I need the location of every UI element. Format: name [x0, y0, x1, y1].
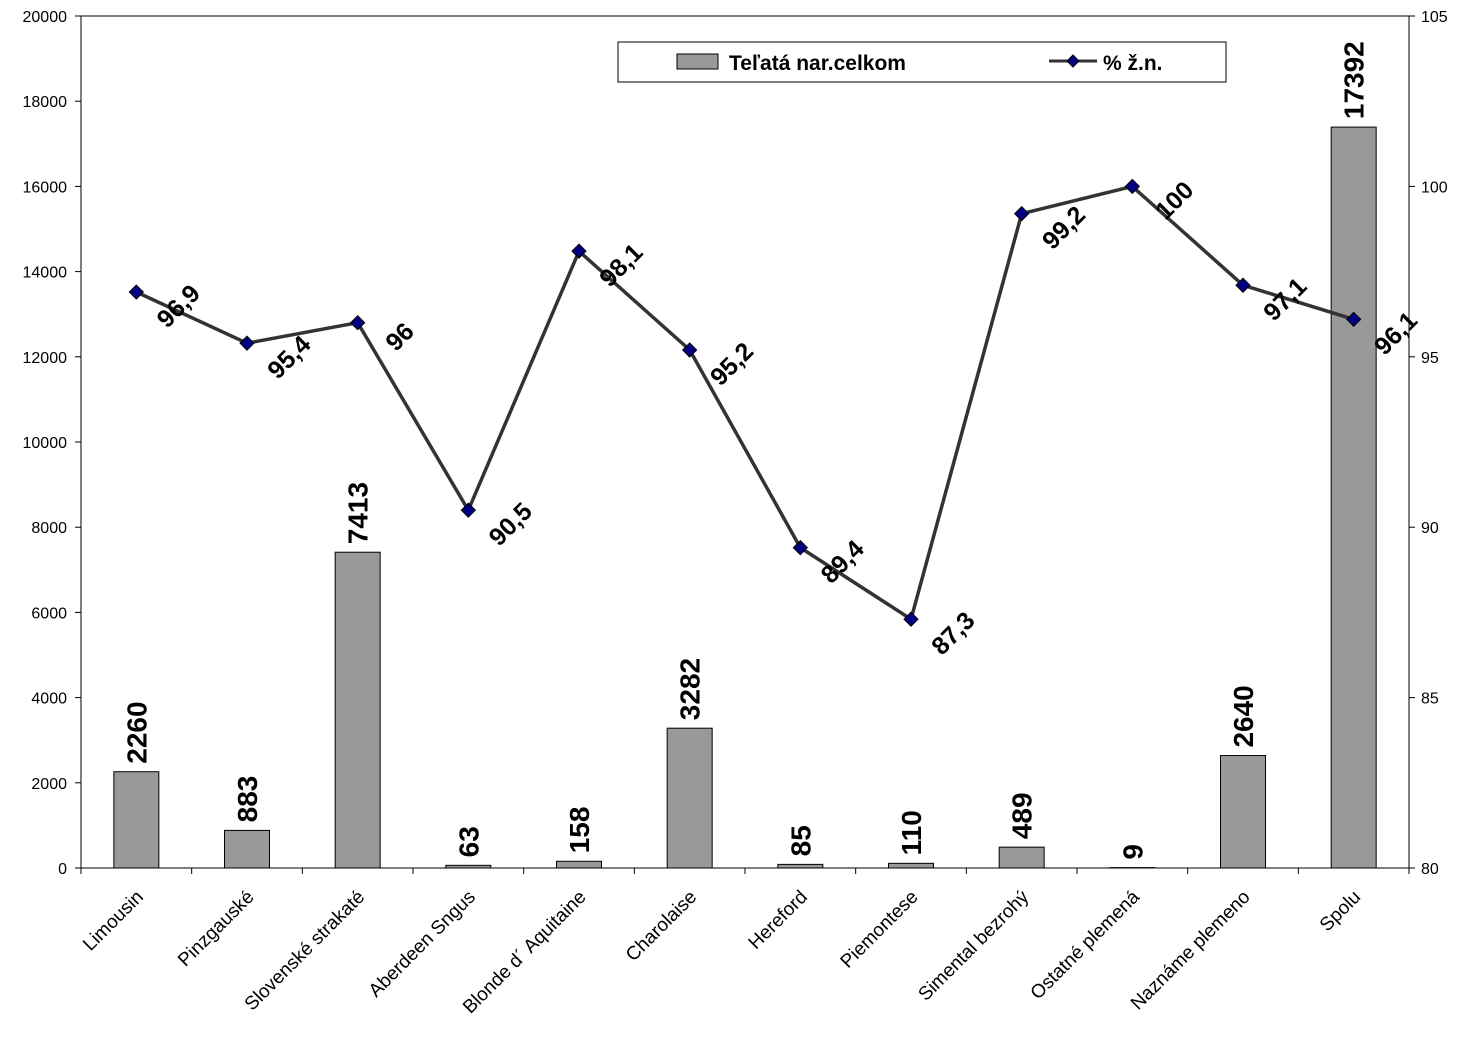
left-tick-label: 4000	[31, 691, 67, 708]
line-value-label: 96,9	[152, 279, 206, 333]
category-label: Blonde d´ Aquitaine	[459, 887, 590, 1018]
left-tick-label: 18000	[23, 94, 68, 111]
line-marker	[1235, 277, 1251, 293]
bar	[334, 551, 381, 869]
category-label: Hereford	[745, 887, 812, 954]
bar	[888, 862, 934, 869]
bar-value-label: 9	[1117, 844, 1148, 860]
left-tick-label: 20000	[23, 9, 68, 26]
left-tick-label: 12000	[23, 350, 68, 367]
legend-line-label: % ž.n.	[1103, 52, 1163, 75]
right-tick-label: 100	[1421, 179, 1448, 196]
bar-series	[113, 126, 1377, 869]
category-label: Pinzgauské	[174, 887, 258, 971]
bar-value-label: 7413	[343, 482, 374, 544]
line-marker	[792, 539, 809, 556]
left-tick-label: 2000	[31, 776, 67, 793]
bar-value-label: 2640	[1228, 685, 1259, 747]
line-marker	[903, 611, 919, 627]
data-labels: 2260 883 7413 63 158 3282 85 110 489 9 2640 17392 96…	[121, 41, 1423, 859]
bar	[666, 727, 713, 869]
category-label: Spolu	[1316, 887, 1365, 936]
left-tick-label: 0	[58, 861, 67, 878]
bar	[1330, 126, 1377, 869]
bar	[998, 846, 1045, 869]
category-label: Slovenské strakaté	[241, 887, 369, 1015]
category-label: Charolaise	[622, 887, 701, 966]
bar-value-label: 158	[564, 807, 595, 854]
right-tick-label: 90	[1421, 520, 1439, 537]
legend-bar-swatch	[676, 53, 719, 70]
right-tick-label: 105	[1421, 9, 1448, 26]
bar	[224, 829, 270, 869]
bar-value-label: 3282	[675, 658, 706, 720]
bar-value-label: 883	[232, 776, 263, 823]
category-label: Ostatné plemená	[1027, 886, 1144, 1003]
line-marker	[1124, 178, 1141, 195]
bar-value-label: 2260	[121, 701, 152, 763]
line-value-label: 89,4	[816, 535, 870, 589]
left-tick-label: 10000	[23, 435, 68, 452]
bar-value-label: 489	[1007, 792, 1038, 839]
line-marker	[349, 315, 366, 331]
line-marker	[571, 243, 587, 259]
legend: Teľatá nar.celkom % ž.n.	[617, 41, 1227, 83]
legend-line-marker	[1066, 54, 1080, 68]
category-label: Limousin	[79, 887, 148, 956]
line-value-label: 97,1	[1258, 272, 1312, 326]
bar-value-label: 110	[896, 810, 927, 855]
bar	[445, 864, 492, 869]
line-marker	[460, 502, 477, 518]
bar-value-label: 85	[785, 825, 816, 856]
left-tick-label: 16000	[23, 179, 68, 196]
line-marker	[681, 342, 698, 358]
line-value-label: 90,5	[484, 497, 538, 551]
category-label: Piemontese	[837, 887, 923, 973]
line-value-label: 87,3	[926, 606, 980, 660]
line-marker	[1013, 205, 1030, 222]
left-tick-label: 8000	[31, 520, 67, 537]
line-path	[135, 184, 1355, 622]
right-tick-label: 85	[1421, 691, 1439, 708]
line-value-label: 96,1	[1369, 306, 1423, 360]
left-tick-label: 6000	[31, 605, 67, 622]
category-label: Simental bezrohý	[915, 886, 1034, 1005]
legend-bar-label: Teľatá nar.celkom	[729, 52, 906, 75]
line-value-label: 96	[380, 317, 419, 356]
bar	[1220, 755, 1266, 869]
line-value-label: 98,1	[594, 238, 648, 292]
line-marker	[239, 335, 255, 351]
line-series	[128, 178, 1362, 627]
line-value-label: 100	[1150, 176, 1199, 225]
right-tick-label: 95	[1421, 350, 1439, 367]
bar	[556, 860, 602, 869]
right-tick-label: 80	[1421, 861, 1439, 878]
line-marker	[1345, 311, 1362, 328]
bar	[777, 863, 824, 869]
bar-value-label: 17392	[1339, 41, 1370, 119]
legend-box	[617, 41, 1227, 83]
category-label: Aberdeen Sngus	[365, 887, 480, 1002]
line-marker	[128, 284, 145, 300]
line-value-label: 95,2	[705, 337, 759, 391]
bar-value-label: 63	[453, 826, 484, 857]
left-tick-label: 14000	[23, 265, 68, 282]
bar	[113, 771, 160, 869]
category-label: Naznáme plemeno	[1127, 887, 1255, 1015]
